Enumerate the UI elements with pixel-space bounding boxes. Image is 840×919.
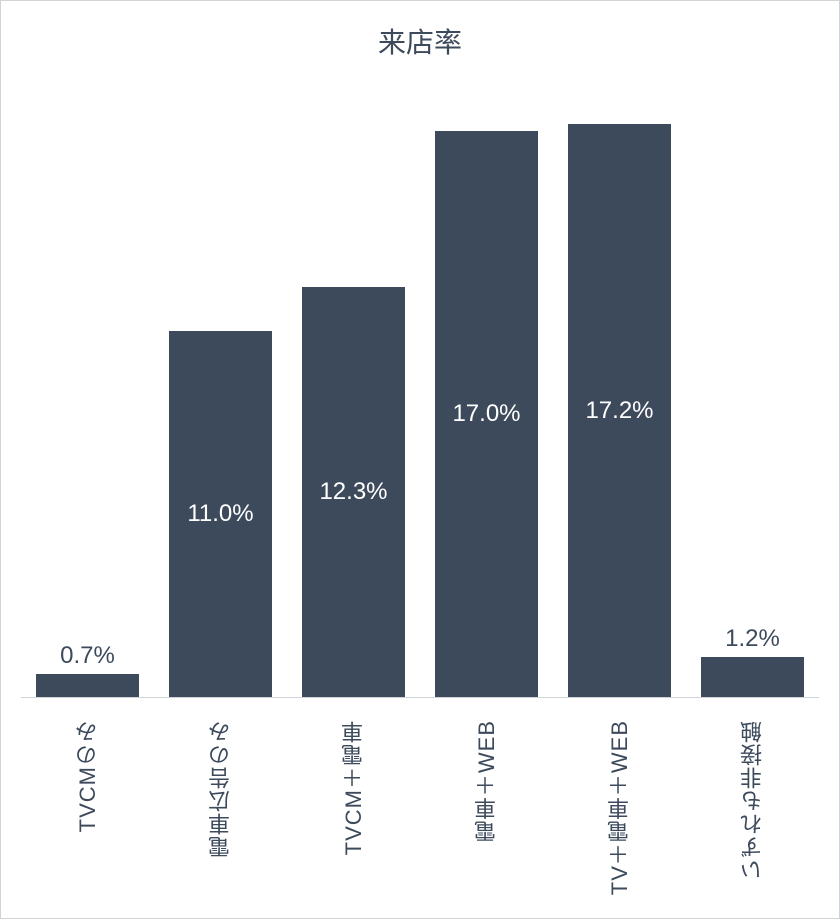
bar-slot: 11.0% <box>154 81 287 697</box>
bar-none: 1.2% <box>701 657 805 697</box>
x-label: TV＋電車＋WEB <box>604 720 636 895</box>
bar-value-label: 17.0% <box>452 400 520 428</box>
x-label-slot: TVCM＋電車 <box>287 708 420 918</box>
x-label: TVCM＋電車 <box>338 720 370 855</box>
x-label-slot: 電車＋WEB <box>420 708 553 918</box>
bar-tvcm-only: 0.7% <box>36 674 140 697</box>
chart-container: 来店率 0.7% 11.0% 12.3% 17.0% <box>0 0 840 919</box>
bar-value-label: 0.7% <box>60 642 115 670</box>
x-label-slot: いずれも非接触 <box>686 708 819 918</box>
chart-title: 来店率 <box>1 21 839 61</box>
bar-slot: 1.2% <box>686 81 819 697</box>
bar-tvcm-train: 12.3% <box>302 287 406 697</box>
x-label-slot: TV＋電車＋WEB <box>553 708 686 918</box>
bar-train-web: 17.0% <box>435 131 539 697</box>
x-label: TVCMのみ <box>72 720 104 832</box>
bar-value-label: 17.2% <box>585 397 653 425</box>
bar-train-ad-only: 11.0% <box>169 331 273 697</box>
bar-slot: 12.3% <box>287 81 420 697</box>
x-label: 電車広告のみ <box>205 720 237 858</box>
x-label-slot: TVCMのみ <box>21 708 154 918</box>
bar-value-label: 1.2% <box>725 625 780 653</box>
x-label-slot: 電車広告のみ <box>154 708 287 918</box>
x-label: いずれも非接触 <box>737 720 769 881</box>
plot-area: 0.7% 11.0% 12.3% 17.0% 17.2% <box>21 81 819 698</box>
x-axis-labels: TVCMのみ 電車広告のみ TVCM＋電車 電車＋WEB TV＋電車＋WEB い… <box>21 708 819 918</box>
bar-value-label: 12.3% <box>319 478 387 506</box>
bar-slot: 0.7% <box>21 81 154 697</box>
x-label: 電車＋WEB <box>471 720 503 842</box>
bar-tv-train-web: 17.2% <box>568 124 672 697</box>
bar-value-label: 11.0% <box>187 500 253 528</box>
bars-group: 0.7% 11.0% 12.3% 17.0% 17.2% <box>21 81 819 697</box>
bar-slot: 17.0% <box>420 81 553 697</box>
bar-slot: 17.2% <box>553 81 686 697</box>
